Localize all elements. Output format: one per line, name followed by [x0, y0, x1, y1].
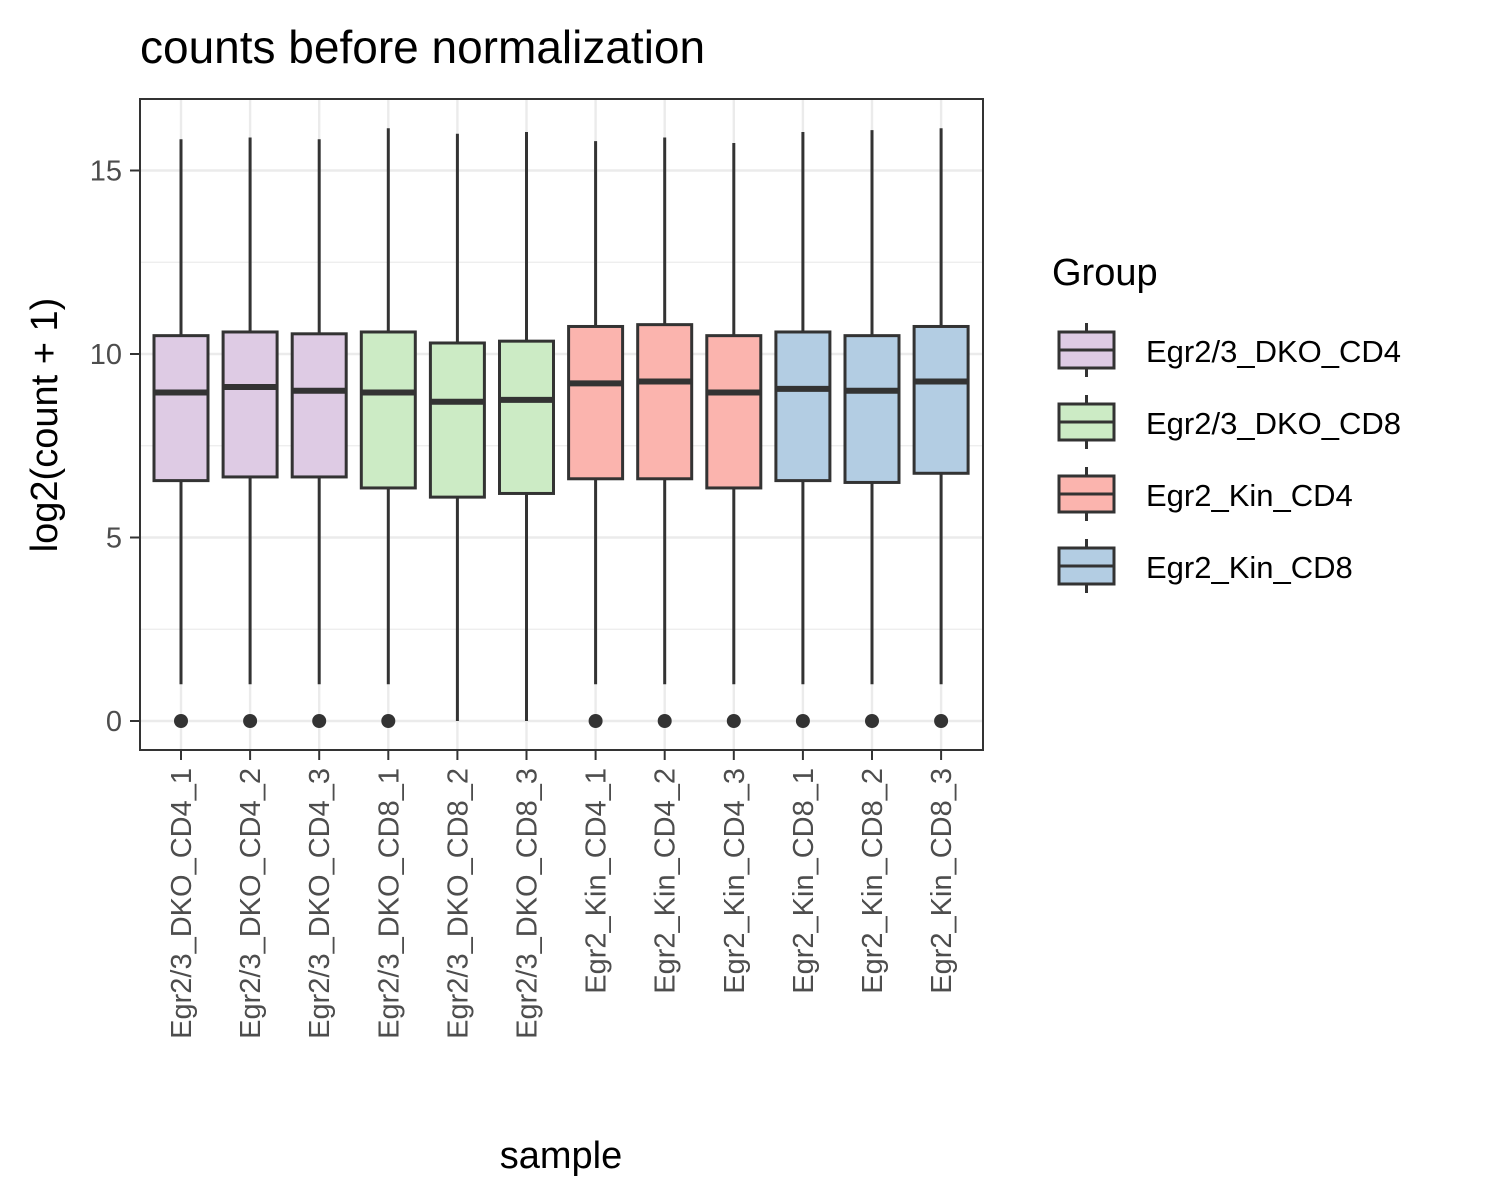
outlier-point: [381, 714, 396, 728]
x-tick-label: Egr2_Kin_CD8_3: [926, 768, 958, 994]
x-tick-label: Egr2_Kin_CD4_2: [650, 768, 682, 994]
legend: Group Egr2/3_DKO_CD4 Egr2/3_DKO_CD8 Egr2_K…: [1052, 252, 1401, 593]
iqr-box: [498, 339, 555, 495]
iqr-box: [843, 334, 901, 484]
legend-item-Egr2/3_DKO_CD4: Egr2/3_DKO_CD4: [1057, 323, 1401, 377]
x-tick-label: Egr2_Kin_CD8_2: [857, 768, 889, 994]
iqr-box: [152, 334, 210, 483]
legend-item-Egr2_Kin_CD4: Egr2_Kin_CD4: [1057, 467, 1353, 521]
outlier-point: [934, 714, 949, 728]
outlier-point: [174, 714, 188, 728]
legend-item-Egr2/3_DKO_CD8: Egr2/3_DKO_CD8: [1057, 395, 1401, 449]
outlier-point: [865, 714, 879, 728]
x-tick-label: Egr2/3_DKO_CD8_2: [442, 768, 474, 1039]
outlier-point: [312, 714, 327, 728]
x-axis-title: sample: [500, 1135, 623, 1177]
iqr-box: [774, 330, 832, 483]
box-Egr2_Kin_CD8_3: [912, 128, 970, 728]
box-Egr2_Kin_CD8_1: [774, 131, 832, 728]
x-tick-label: Egr2/3_DKO_CD4_3: [304, 768, 336, 1039]
legend-label: Egr2_Kin_CD8: [1146, 550, 1353, 585]
box-Egr2/3_DKO_CD4_1: [152, 139, 210, 728]
box-Egr2_Kin_CD4_3: [705, 142, 763, 728]
x-tick-label: Egr2_Kin_CD4_1: [581, 768, 613, 994]
box-Egr2/3_DKO_CD4_2: [221, 137, 279, 728]
y-axis-title: log2(count + 1): [24, 298, 66, 553]
chart-title: counts before normalization: [140, 21, 705, 73]
iqr-box: [428, 341, 486, 499]
legend-item-Egr2_Kin_CD8: Egr2_Kin_CD8: [1057, 539, 1353, 593]
y-axis: 0 5 10 15: [90, 156, 140, 738]
outlier-point: [795, 714, 810, 728]
x-tick-label: Egr2_Kin_CD4_3: [719, 768, 751, 994]
y-tick-label: 10: [90, 339, 122, 371]
x-tick-label: Egr2/3_DKO_CD4_1: [166, 768, 198, 1039]
box-Egr2/3_DKO_CD8_2: [428, 133, 486, 721]
iqr-box: [359, 330, 417, 490]
x-axis: Egr2/3_DKO_CD4_1 Egr2/3_DKO_CD4_2 Egr2/3_D…: [166, 750, 958, 1039]
iqr-box: [636, 323, 694, 481]
iqr-box: [290, 332, 348, 479]
y-tick-label: 15: [90, 156, 122, 188]
y-tick-label: 0: [106, 706, 122, 738]
box-Egr2/3_DKO_CD8_3: [498, 131, 555, 721]
box-Egr2_Kin_CD4_1: [567, 141, 625, 728]
plot-panel-border: [139, 98, 984, 751]
iqr-box: [912, 324, 970, 475]
y-tick-label: 5: [106, 523, 122, 555]
outlier-point: [588, 714, 603, 728]
legend-label: Egr2_Kin_CD4: [1146, 478, 1353, 513]
iqr-box: [221, 330, 279, 479]
legend-label: Egr2/3_DKO_CD4: [1146, 334, 1401, 369]
x-tick-label: Egr2/3_DKO_CD8_1: [373, 768, 405, 1039]
outlier-point: [243, 714, 258, 728]
legend-title: Group: [1052, 252, 1158, 294]
x-tick-label: Egr2/3_DKO_CD8_3: [512, 768, 544, 1039]
box-Egr2_Kin_CD8_2: [843, 130, 901, 728]
box-Egr2/3_DKO_CD8_1: [359, 128, 417, 728]
outlier-point: [657, 714, 672, 728]
x-tick-label: Egr2_Kin_CD8_1: [788, 768, 820, 994]
iqr-box: [567, 324, 625, 481]
box-layer: [152, 128, 970, 728]
legend-label: Egr2/3_DKO_CD8: [1146, 406, 1401, 441]
x-tick-label: Egr2/3_DKO_CD4_2: [235, 768, 267, 1039]
iqr-box: [705, 334, 763, 490]
box-Egr2_Kin_CD4_2: [636, 137, 694, 728]
box-Egr2/3_DKO_CD4_3: [290, 139, 348, 728]
outlier-point: [726, 714, 741, 728]
